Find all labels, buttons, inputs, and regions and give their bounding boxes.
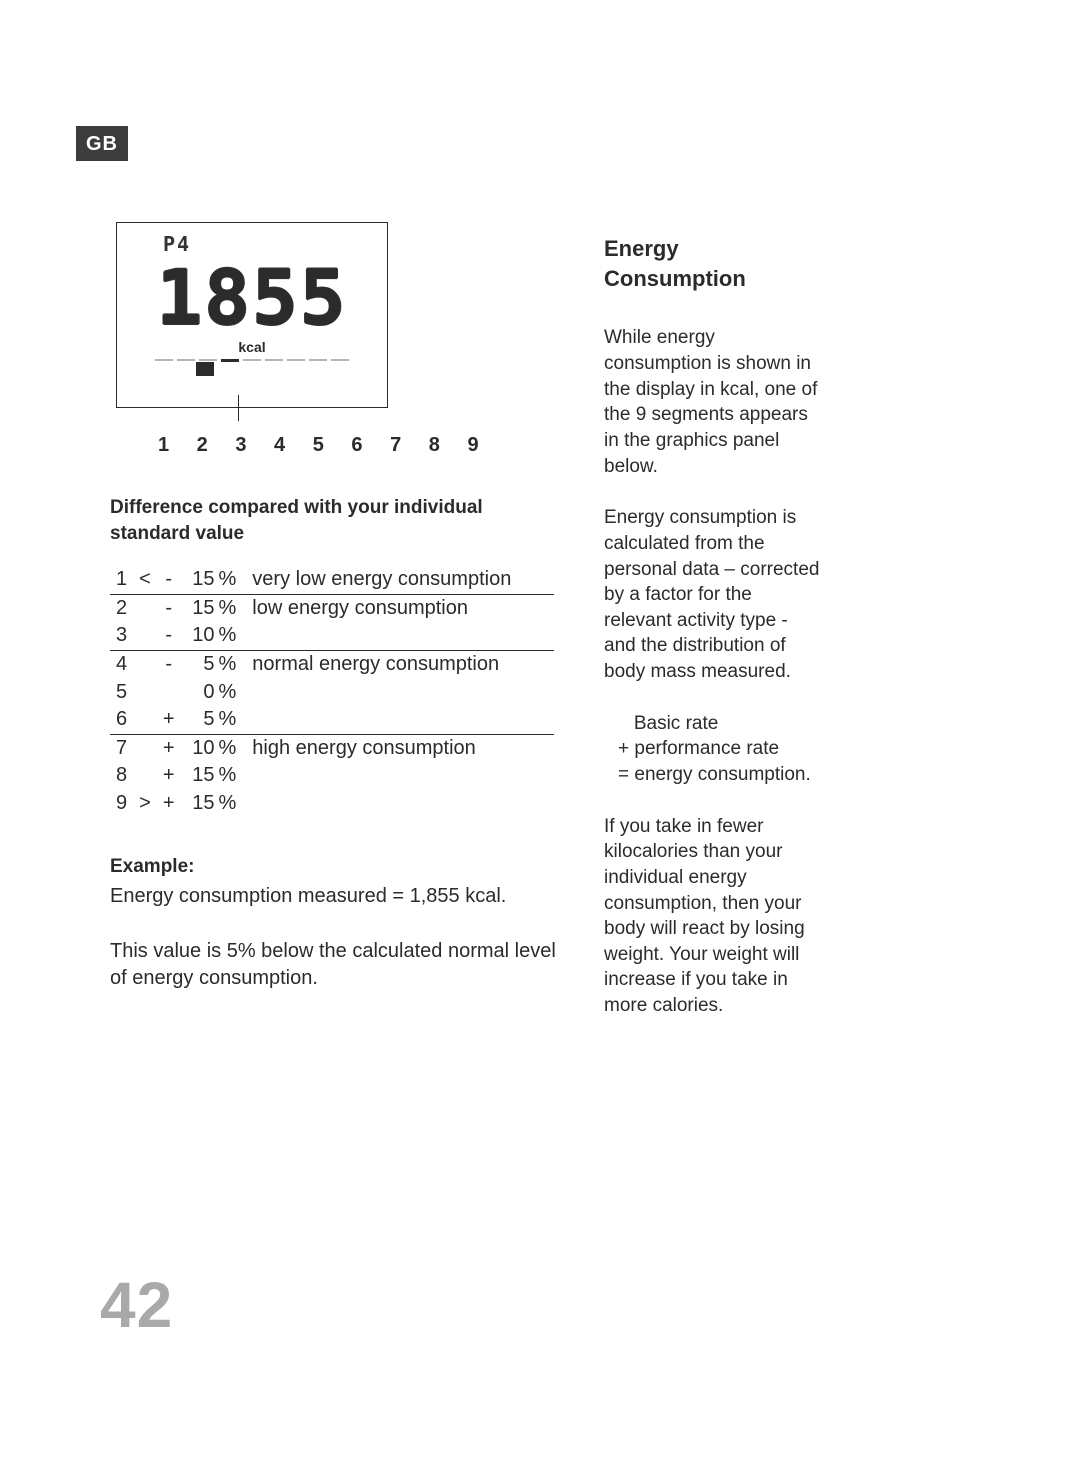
row-number: 15 [181, 566, 217, 594]
left-column: P4 1855 kcal 1 2 3 4 5 6 7 8 9 [110, 222, 560, 1045]
row-symbol: - [157, 622, 181, 650]
lcd-value: 1855 [127, 260, 377, 336]
table-row: 2-15%low energy consumption [110, 594, 554, 622]
formula-line-3: = energy consumption. [618, 762, 820, 788]
row-percent: % [217, 651, 243, 679]
formula-block: Basic rate + performance rate = energy c… [618, 711, 820, 788]
row-percent: % [217, 734, 243, 762]
row-sign [133, 734, 157, 762]
segment-7 [287, 359, 305, 361]
row-number: 10 [181, 734, 217, 762]
row-label: high energy consumption [242, 734, 554, 762]
row-index: 9 [110, 790, 133, 818]
row-label [242, 762, 554, 790]
pointer-line [238, 395, 239, 421]
table-row: 8 +15% [110, 762, 554, 790]
row-index: 6 [110, 706, 133, 734]
row-number: 5 [181, 651, 217, 679]
difference-table: 1<-15%very low energy consumption2-15%lo… [110, 566, 554, 817]
segment-number-labels: 1 2 3 4 5 6 7 8 9 [158, 432, 560, 459]
row-percent: % [217, 622, 243, 650]
row-symbol: + [157, 762, 181, 790]
example-line-2: This value is 5% below the calculated no… [110, 938, 560, 992]
right-paragraph-2: Energy consumption is calcu­lated from t… [604, 505, 820, 684]
row-sign [133, 651, 157, 679]
segment-5 [243, 359, 261, 361]
country-tag: GB [76, 126, 128, 161]
row-symbol [157, 679, 181, 707]
row-index: 4 [110, 651, 133, 679]
segment-8 [309, 359, 327, 361]
row-symbol: - [157, 594, 181, 622]
row-symbol: + [157, 734, 181, 762]
row-percent: % [217, 790, 243, 818]
row-percent: % [217, 566, 243, 594]
row-index: 1 [110, 566, 133, 594]
row-percent: % [217, 679, 243, 707]
table-row: 5 0% [110, 679, 554, 707]
row-number: 5 [181, 706, 217, 734]
row-label: low energy consumption [242, 594, 554, 622]
row-index: 8 [110, 762, 133, 790]
row-label [242, 706, 554, 734]
row-label [242, 790, 554, 818]
page-content: P4 1855 kcal 1 2 3 4 5 6 7 8 9 [110, 222, 1006, 1045]
table-row: 3-10% [110, 622, 554, 650]
row-sign [133, 622, 157, 650]
row-percent: % [217, 762, 243, 790]
row-symbol: + [157, 706, 181, 734]
row-number: 15 [181, 762, 217, 790]
row-symbol: + [157, 790, 181, 818]
table-row: 7 +10%high energy consumption [110, 734, 554, 762]
row-label: very low energy consumption [242, 566, 554, 594]
right-column: Energy Consumption While energy consumpt… [604, 234, 820, 1045]
segment-6 [265, 359, 283, 361]
row-index: 5 [110, 679, 133, 707]
row-label [242, 622, 554, 650]
segment-1 [155, 359, 173, 361]
table-row: 9>+15% [110, 790, 554, 818]
row-sign [133, 706, 157, 734]
segment-2 [177, 359, 195, 361]
difference-table-header: Difference compared with your individual… [110, 495, 560, 546]
table-row: 1<-15%very low energy consumption [110, 566, 554, 594]
row-sign: > [133, 790, 157, 818]
row-index: 3 [110, 622, 133, 650]
row-percent: % [217, 594, 243, 622]
table-row: 6 +5% [110, 706, 554, 734]
row-label [242, 679, 554, 707]
row-number: 15 [181, 790, 217, 818]
row-sign [133, 679, 157, 707]
table-row: 4-5%normal energy consumption [110, 651, 554, 679]
row-symbol: - [157, 566, 181, 594]
formula-line-2: + performance rate [618, 736, 820, 762]
example-line-1: Energy consumption measured = 1,855 kcal… [110, 883, 560, 910]
right-title: Energy Consumption [604, 234, 820, 293]
row-percent: % [217, 706, 243, 734]
row-label: normal energy consumption [242, 651, 554, 679]
active-segment-marker [196, 362, 214, 376]
right-paragraph-3: If you take in fewer kilocalo­ries than … [604, 814, 820, 1019]
lcd-display: P4 1855 kcal [116, 222, 388, 408]
row-number: 10 [181, 622, 217, 650]
example-header: Example: [110, 854, 560, 880]
row-symbol: - [157, 651, 181, 679]
right-paragraph-1: While energy consumption is shown in the… [604, 325, 820, 479]
row-sign: < [133, 566, 157, 594]
formula-line-1: Basic rate [618, 711, 820, 737]
row-sign [133, 594, 157, 622]
row-number: 0 [181, 679, 217, 707]
page-number: 42 [100, 1262, 173, 1348]
row-index: 2 [110, 594, 133, 622]
row-number: 15 [181, 594, 217, 622]
row-index: 7 [110, 734, 133, 762]
segment-9 [331, 359, 349, 361]
row-sign [133, 762, 157, 790]
